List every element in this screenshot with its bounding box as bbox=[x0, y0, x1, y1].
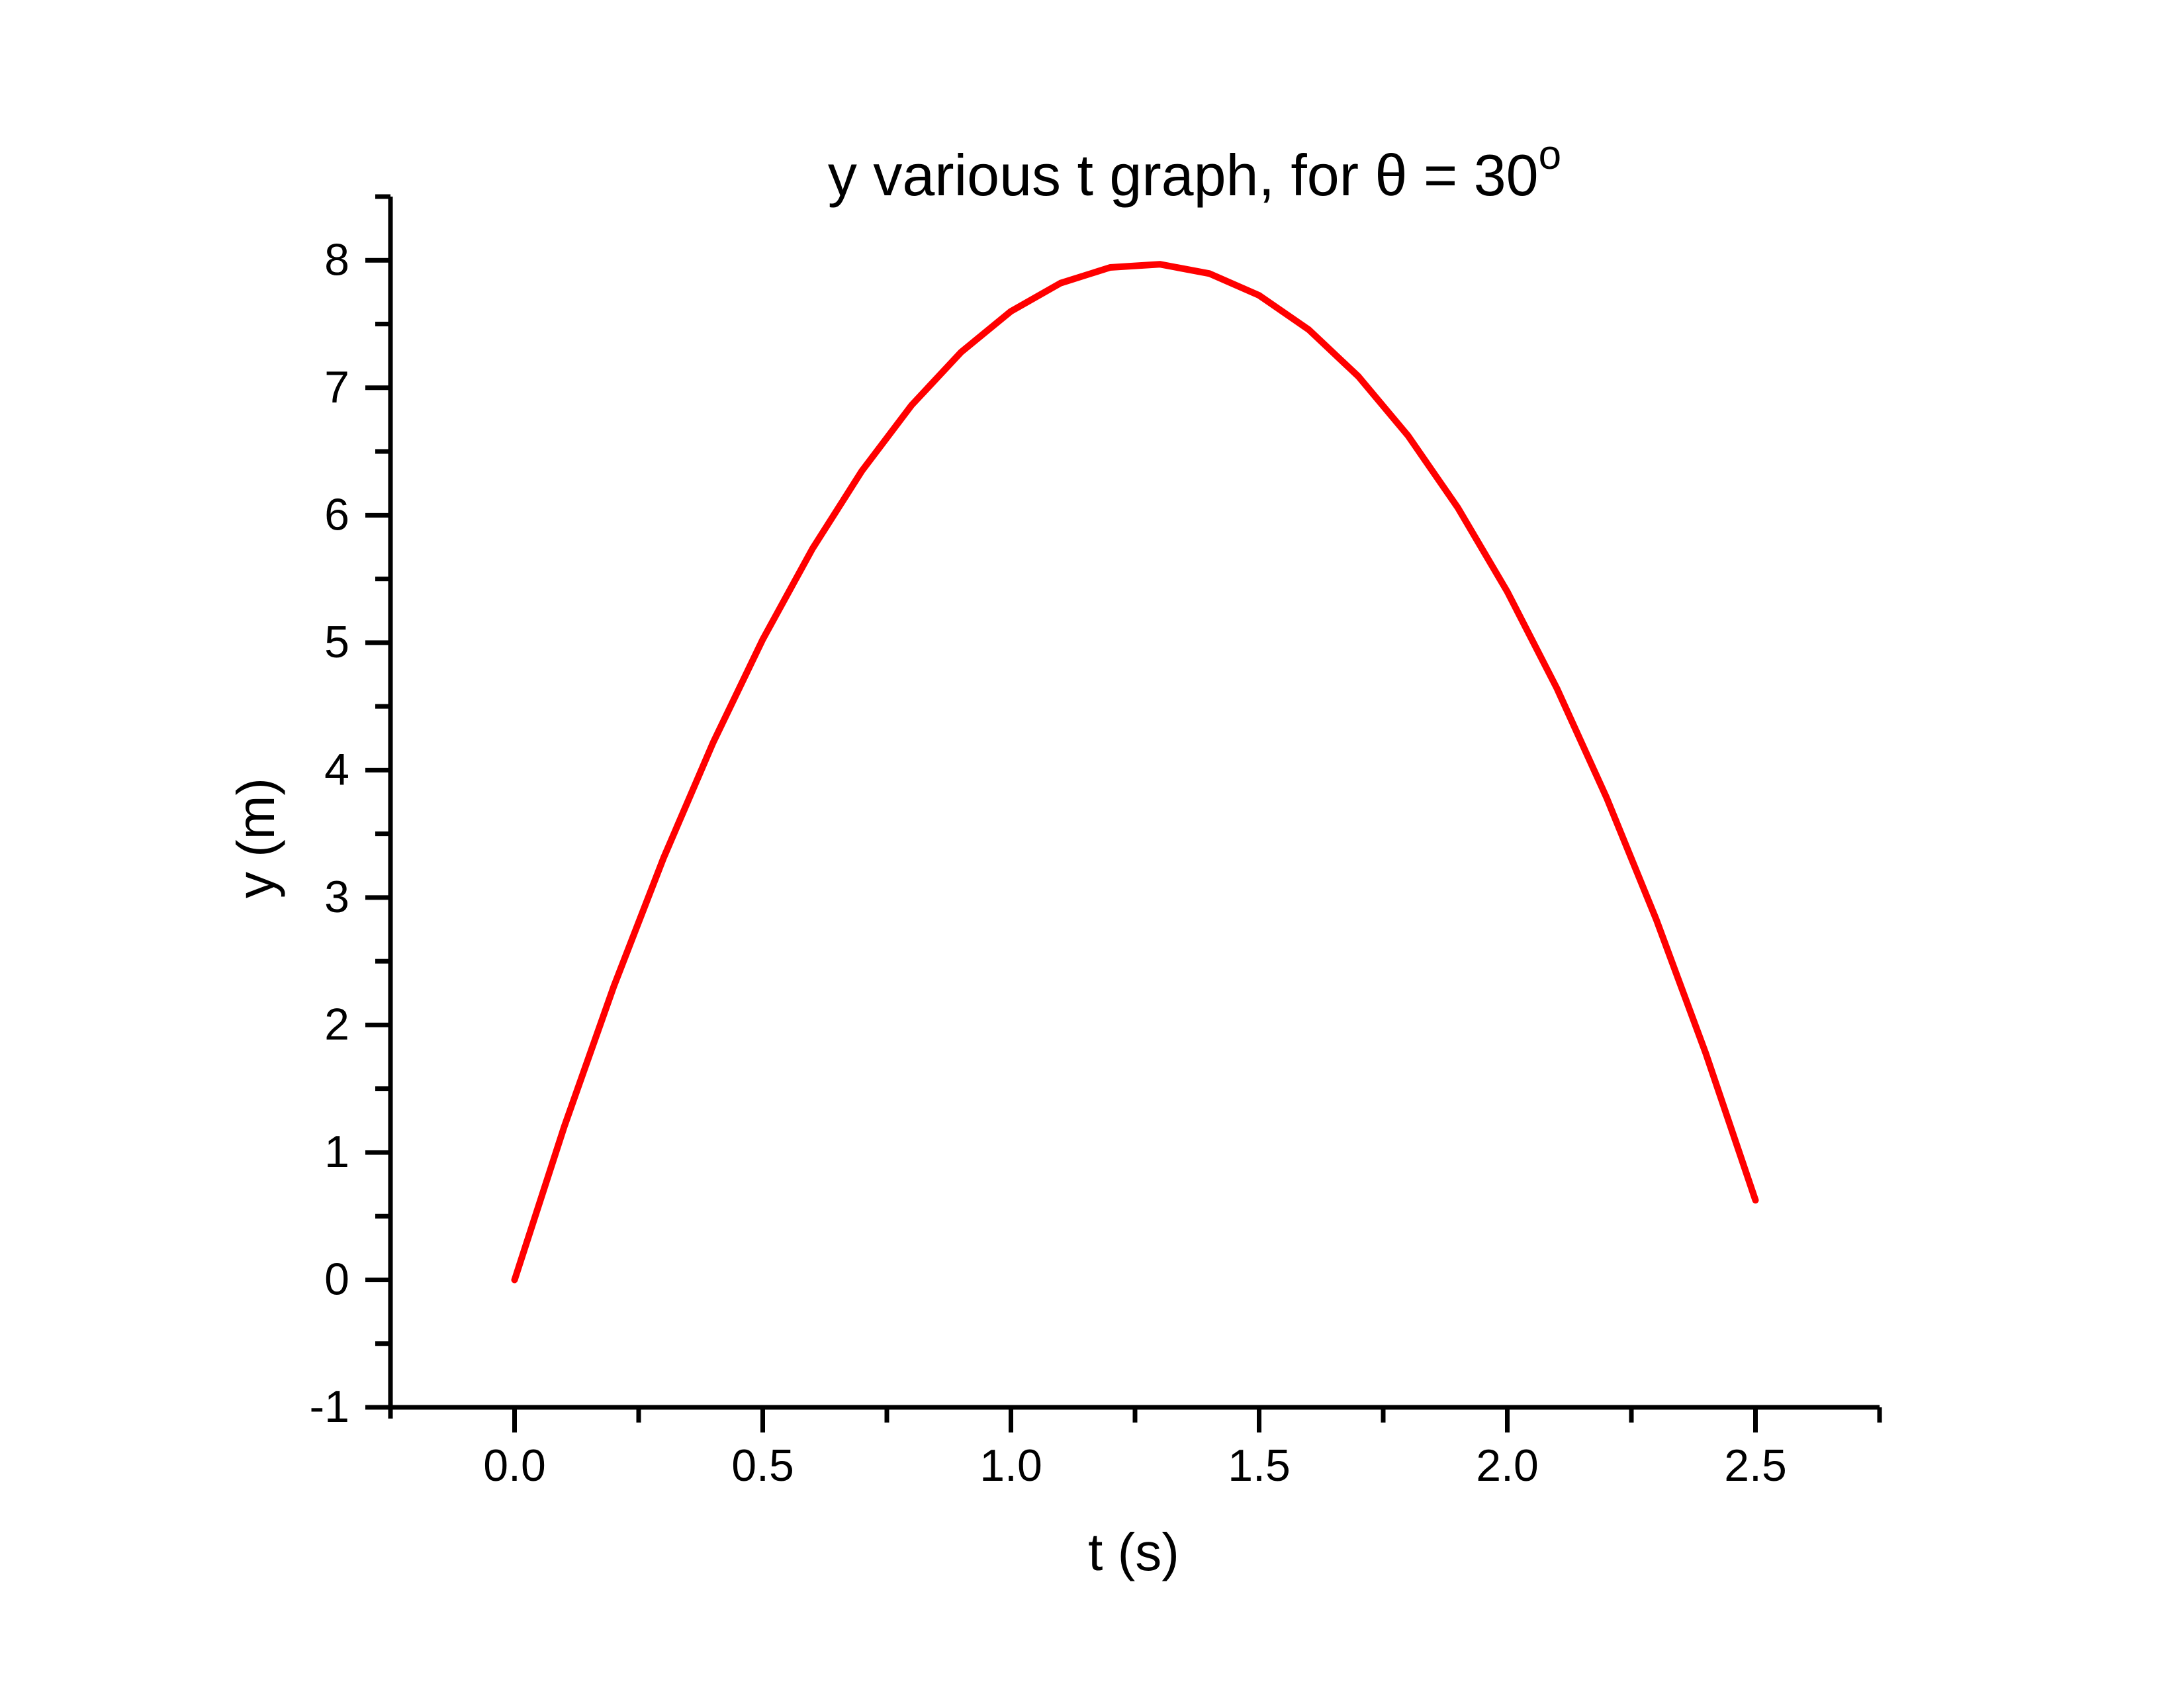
y-axis-title: y (m) bbox=[226, 778, 285, 898]
x-tick-label: 2.0 bbox=[1476, 1440, 1539, 1491]
y-tick-label: 8 bbox=[324, 234, 349, 285]
x-tick-label: 0.0 bbox=[483, 1440, 546, 1491]
y-tick-label: 6 bbox=[324, 489, 349, 539]
y-tick-label: 4 bbox=[324, 744, 349, 794]
trajectory-curve bbox=[511, 261, 1759, 1284]
data-series-group bbox=[511, 261, 1759, 1284]
y-axis-tick-labels: -1 0 1 2 3 4 5 6 7 8 bbox=[310, 234, 349, 1432]
y-axis-ticks bbox=[365, 194, 390, 1410]
chart-title-superscript: o bbox=[1539, 132, 1561, 178]
y-tick-label: 5 bbox=[324, 617, 349, 667]
y-tick-label: 0 bbox=[324, 1254, 349, 1304]
x-tick-label: 0.5 bbox=[731, 1440, 794, 1491]
chart-title: y various t graph, for θ = 30o bbox=[828, 132, 1561, 208]
x-tick-label: 2.5 bbox=[1724, 1440, 1787, 1491]
y-tick-label: 3 bbox=[324, 872, 349, 922]
y-tick-label: 1 bbox=[324, 1127, 349, 1177]
x-tick-label: 1.5 bbox=[1228, 1440, 1291, 1491]
x-tick-label: 1.0 bbox=[979, 1440, 1042, 1491]
chart-title-main: y various t graph, for θ = 30 bbox=[828, 142, 1539, 208]
y-tick-label: 2 bbox=[324, 999, 349, 1049]
x-axis-tick-labels: 0.0 0.5 1.0 1.5 2.0 2.5 bbox=[483, 1440, 1787, 1491]
y-tick-label: 7 bbox=[324, 362, 349, 412]
y-tick-label: -1 bbox=[310, 1382, 349, 1432]
x-axis-ticks bbox=[512, 1407, 1882, 1432]
x-axis-title: t (s) bbox=[1088, 1523, 1179, 1581]
